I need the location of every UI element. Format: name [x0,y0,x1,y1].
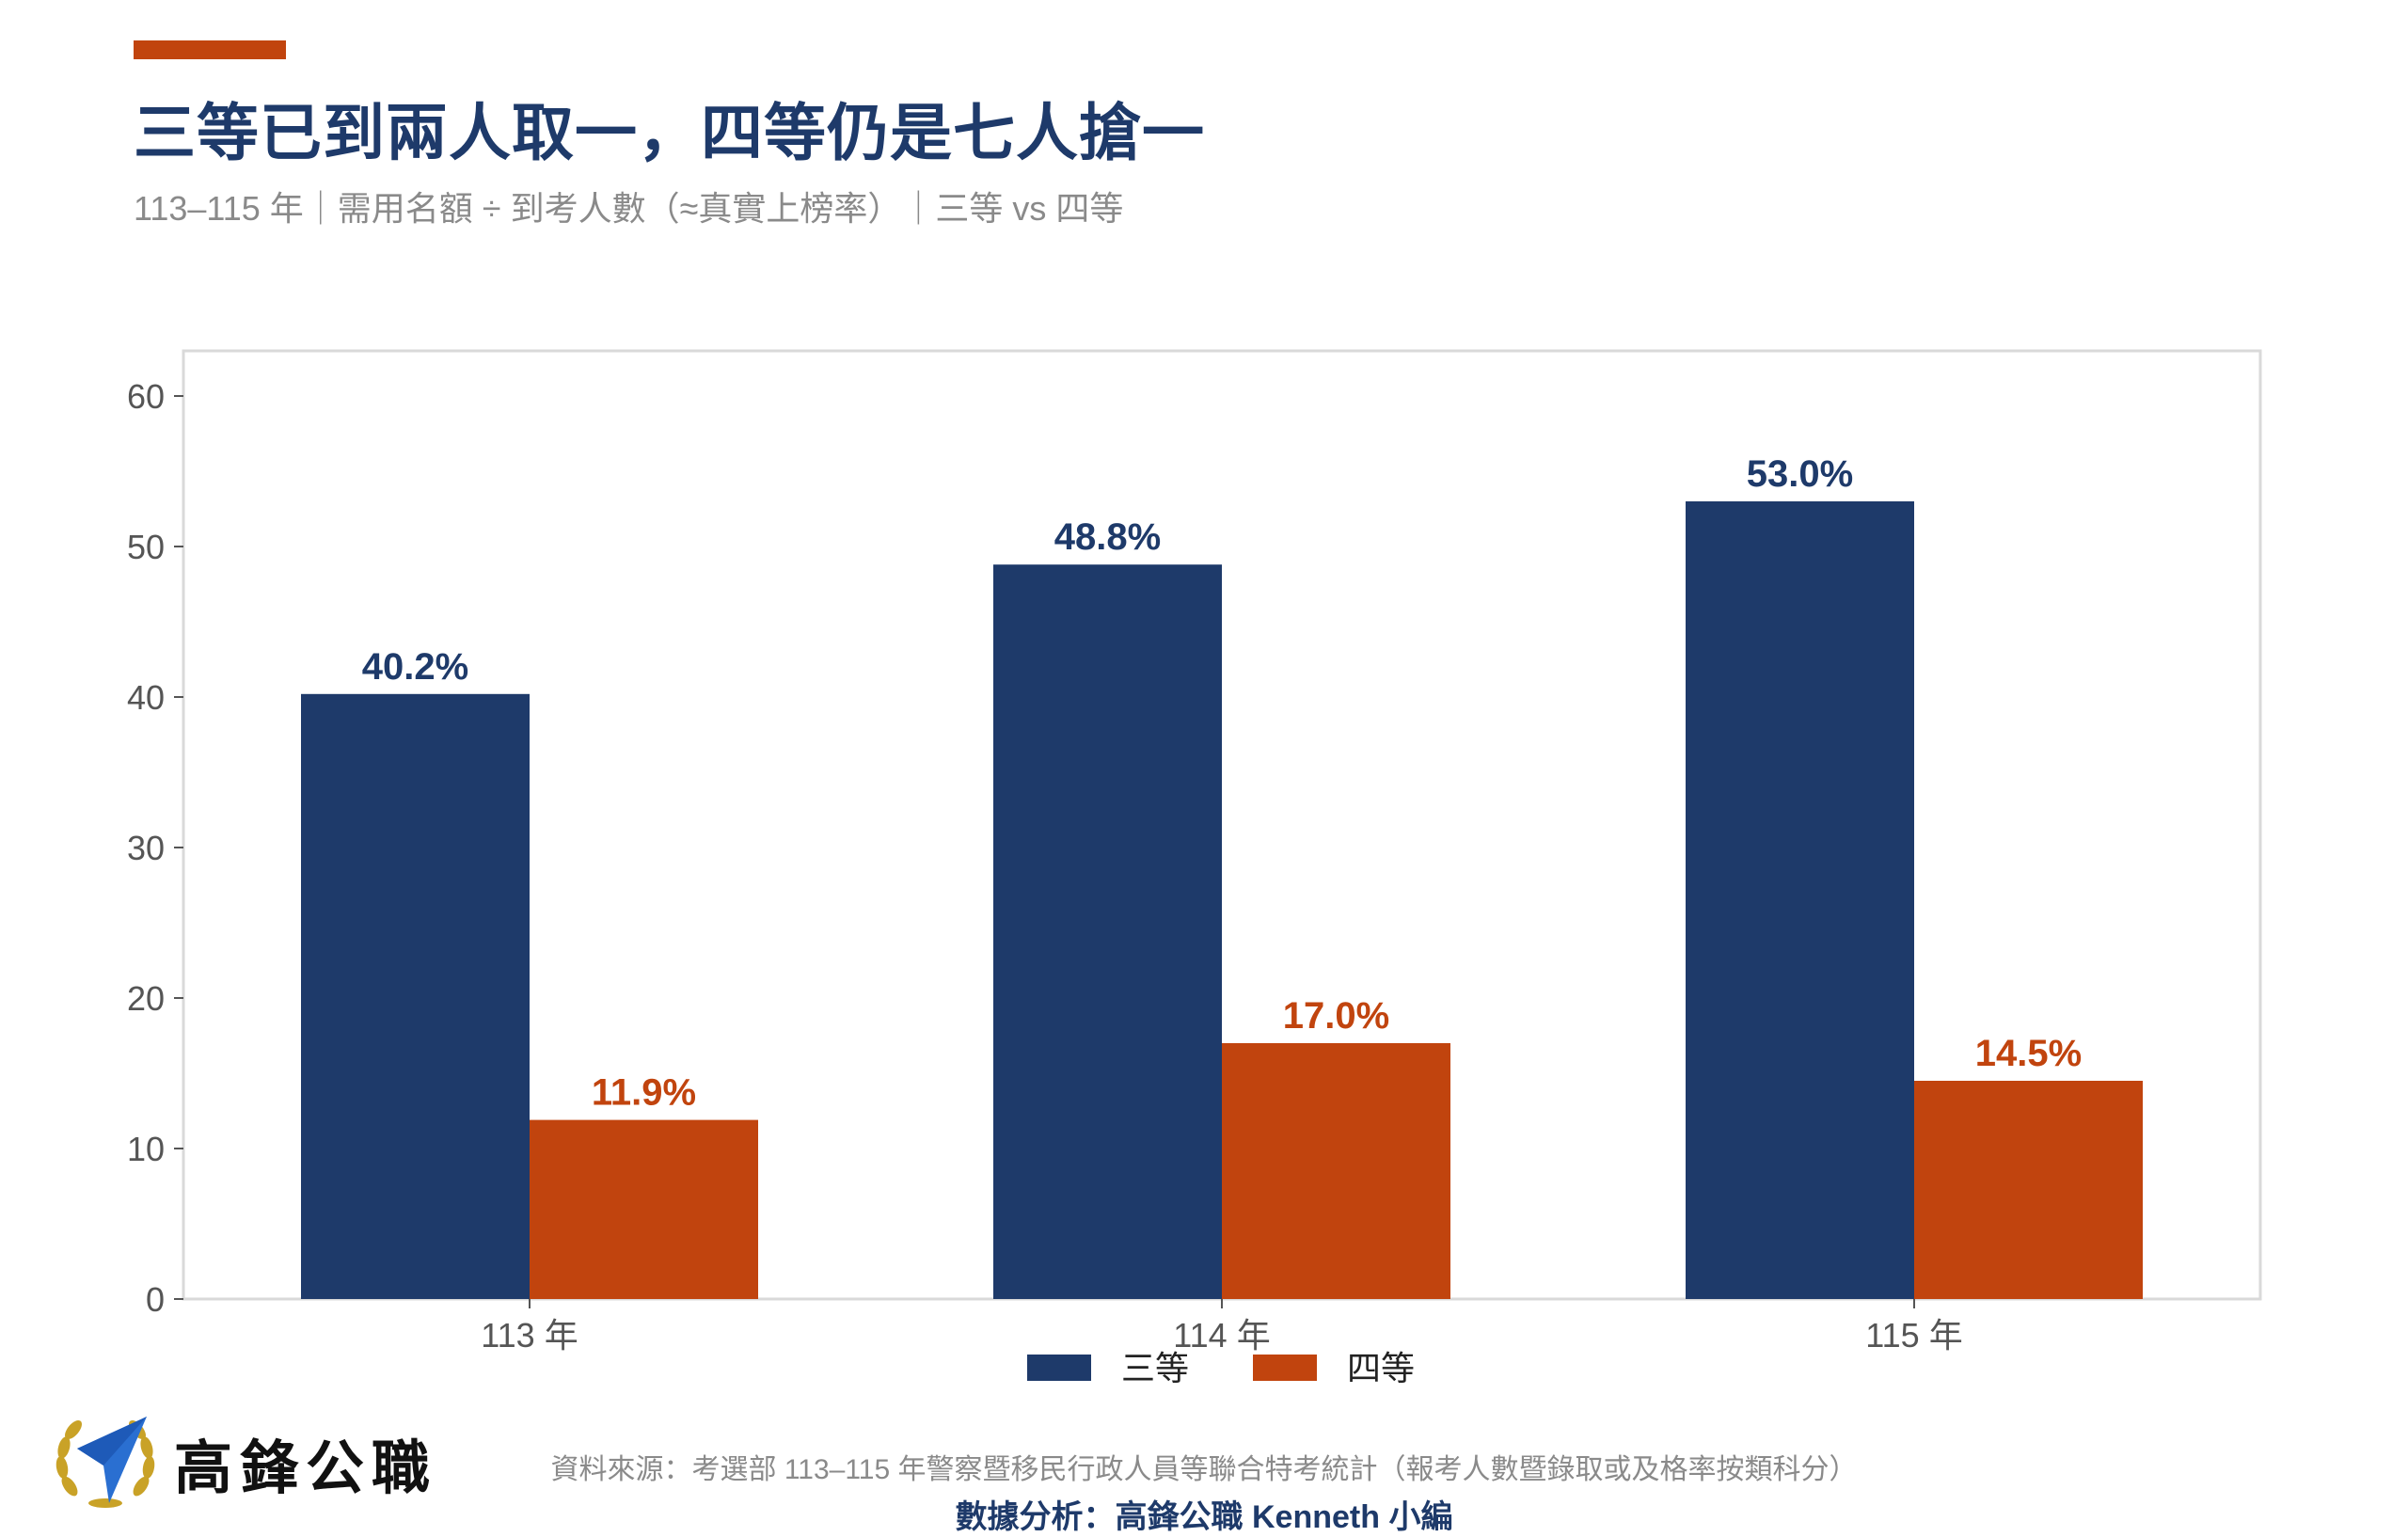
bars-layer: 40.2% 48.8% 53.0% 11.9% 17.0% 14.5% [301,453,2143,1299]
page-title: 三等已到兩人取一，四等仍是七人搶一 [134,98,1205,167]
bar-四等-1 [1222,1043,1450,1299]
brand-name: 高鋒公職 [174,1436,438,1501]
legend-label: 三等 [1121,1349,1189,1387]
y-tick-label: 10 [127,1130,165,1168]
bar-三等-2 [1686,501,1914,1299]
bar-四等-2 [1914,1081,2143,1299]
data-label: 11.9% [592,1072,696,1114]
page-subtitle: 113–115 年｜需用名額 ÷ 到考人數（≈真實上榜率）｜三等 vs 四等 [134,189,1124,228]
data-label: 48.8% [1054,516,1161,558]
data-label: 53.0% [1747,453,1853,495]
x-tick-label: 114 年 [1173,1316,1270,1355]
bar-三等-0 [301,693,530,1299]
x-tick-label: 115 年 [1865,1316,1962,1355]
bar-三等-1 [993,564,1222,1299]
source-note: 資料來源：考選部 113–115 年警察暨移民行政人員等聯合特考統計（報考人數暨… [550,1454,1858,1485]
data-label: 40.2% [362,646,468,688]
y-tick-label: 60 [127,377,165,416]
bar-chart: 0 10 20 30 40 50 60 40.2% 48.8% 53.0% 11.9% 17.0% 1… [127,349,2262,1387]
data-label: 17.0% [1283,995,1389,1037]
y-tick-label: 30 [127,829,165,867]
laurel-arrow-logo-icon [55,1417,155,1508]
analysis-credit: 數據分析：高鋒公職 Kenneth 小編 [955,1499,1453,1535]
title-accent-bar [134,40,286,59]
legend-swatch [1027,1355,1091,1381]
y-axis: 0 10 20 30 40 50 60 [127,377,183,1319]
x-tick-label: 113 年 [481,1316,578,1355]
data-label: 14.5% [1975,1033,2082,1074]
bar-四等-0 [530,1119,758,1299]
legend: 三等 四等 [1027,1349,1415,1387]
y-tick-label: 0 [146,1280,165,1319]
legend-label: 四等 [1347,1349,1415,1387]
x-axis: 113 年 114 年 115 年 [481,1299,1963,1355]
y-tick-label: 20 [127,979,165,1018]
legend-swatch [1253,1355,1317,1381]
y-tick-label: 50 [127,528,165,566]
y-tick-label: 40 [127,678,165,717]
